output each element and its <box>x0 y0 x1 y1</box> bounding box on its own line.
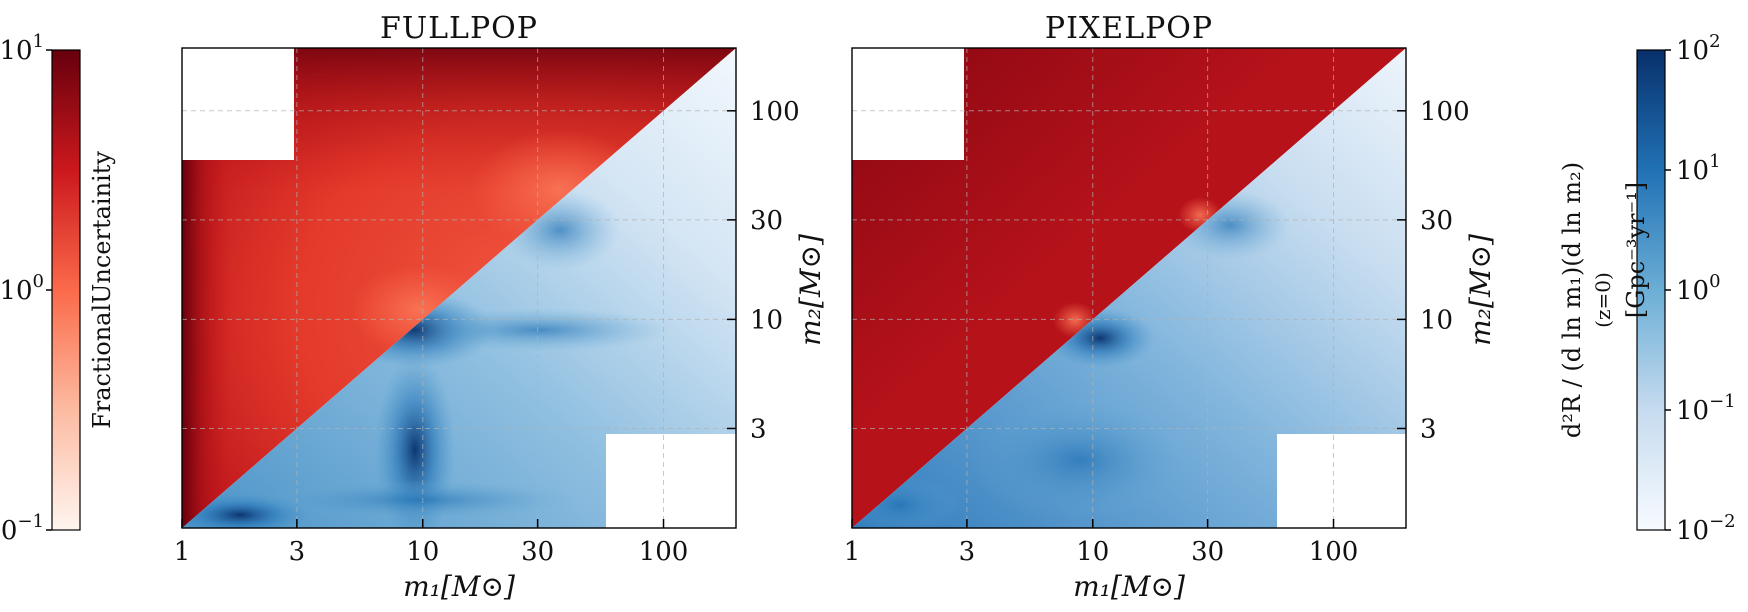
right-colorbar-tick-label: 100 <box>1676 271 1721 306</box>
pixelpop-x-tick-label: 30 <box>1191 537 1224 567</box>
left-colorbar-bar <box>51 49 81 531</box>
pixelpop-x-tick-label: 10 <box>1076 537 1109 567</box>
pixelpop-x-axis-label: m₁[M⊙] <box>1073 570 1185 603</box>
fullpop-panel: FULLPOP 1 3 10 30 100 3 10 30 100 m₁[M⊙] m₂[M⊙] <box>174 11 827 603</box>
pixelpop-y-tick-label: 30 <box>1420 206 1453 236</box>
left-colorbar-label: FractionalUncertainity <box>88 151 116 429</box>
left-colorbar: 101 100 0−1 FractionalUncertainity <box>0 31 116 546</box>
pixelpop-title: PIXELPOP <box>1045 11 1213 46</box>
pixelpop-empty-corner-lower <box>1277 434 1406 528</box>
pixelpop-y-tick-label: 10 <box>1420 305 1453 335</box>
left-colorbar-tick-label: 0−1 <box>1 511 44 546</box>
right-colorbar-tick-label: 10−1 <box>1676 391 1736 426</box>
pixelpop-grid <box>851 48 1406 528</box>
left-colorbar-ticks: 101 100 0−1 <box>0 31 52 546</box>
pixelpop-y-ticks: 3 10 30 100 <box>1397 97 1470 444</box>
right-colorbar-label-main: d²R / (d ln m₁)(d ln m₂) <box>1558 162 1586 438</box>
fullpop-x-tick-label: 100 <box>639 537 689 567</box>
fullpop-x-tick-label: 3 <box>289 537 306 567</box>
right-colorbar-bar <box>1636 49 1666 531</box>
right-colorbar-label-units: [Gpc⁻³yr⁻¹] <box>1622 182 1650 318</box>
fullpop-x-tick-label: 30 <box>521 537 554 567</box>
pixelpop-panel: PIXELPOP 1 3 10 30 100 3 10 30 100 m₁[M⊙] m₂[M⊙… <box>844 11 1497 603</box>
pixelpop-y-axis-label: m₂[M⊙] <box>1464 234 1497 346</box>
right-colorbar-ticks: 102 101 100 10−1 10−2 <box>1665 31 1736 546</box>
pixelpop-empty-corner-upper <box>852 48 964 160</box>
fullpop-title: FULLPOP <box>380 11 538 46</box>
right-colorbar: 102 101 100 10−1 10−2 d²R / (d ln m₁)(d ln m… <box>1558 31 1736 546</box>
fullpop-y-axis-label: m₂[M⊙] <box>794 234 827 346</box>
fullpop-x-ticks: 1 3 10 30 100 <box>174 519 689 567</box>
fullpop-y-tick-label: 10 <box>750 305 783 335</box>
fullpop-y-ticks: 3 10 30 100 <box>727 97 800 444</box>
pixelpop-frame <box>851 47 1407 529</box>
pixelpop-x-ticks: 1 3 10 30 100 <box>844 519 1359 567</box>
right-colorbar-label-sub: (z=0) <box>1591 272 1615 328</box>
fullpop-x-axis-label: m₁[M⊙] <box>403 570 515 603</box>
fullpop-empty-corner-lower <box>606 434 736 528</box>
right-colorbar-tick-label: 102 <box>1676 31 1721 66</box>
left-colorbar-tick-label: 101 <box>0 31 44 66</box>
left-colorbar-tick-label: 100 <box>0 271 44 306</box>
pixelpop-y-tick-label: 100 <box>1420 97 1470 127</box>
pixelpop-x-tick-label: 3 <box>959 537 976 567</box>
fullpop-y-tick-label: 100 <box>750 97 800 127</box>
right-colorbar-label: d²R / (d ln m₁)(d ln m₂) (z=0) [Gpc⁻³yr⁻… <box>1558 162 1650 438</box>
fullpop-x-tick-label: 10 <box>406 537 439 567</box>
fullpop-y-tick-label: 30 <box>750 206 783 236</box>
right-colorbar-tick-label: 101 <box>1676 151 1721 186</box>
pixelpop-y-tick-label: 3 <box>1420 414 1437 444</box>
fullpop-frame <box>181 47 737 529</box>
right-colorbar-tick-label: 10−2 <box>1676 511 1736 546</box>
pixelpop-x-tick-label: 100 <box>1309 537 1359 567</box>
fullpop-x-tick-label: 1 <box>174 537 191 567</box>
pixelpop-x-tick-label: 1 <box>844 537 861 567</box>
fullpop-empty-corner-upper <box>182 48 294 160</box>
fullpop-y-tick-label: 3 <box>750 414 767 444</box>
